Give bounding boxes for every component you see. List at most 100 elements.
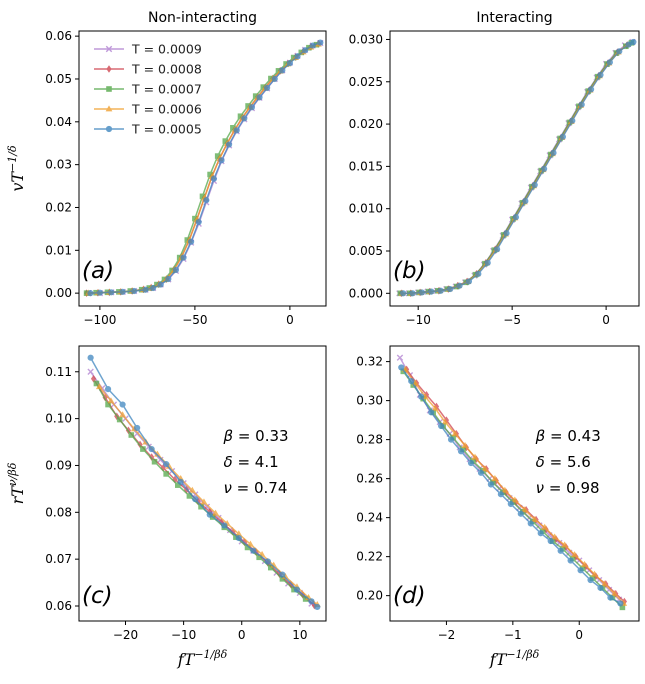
data-point: [311, 601, 317, 610]
data-point: [212, 509, 219, 516]
legend-marker: [105, 105, 113, 112]
x-tick-label: −100: [83, 313, 116, 327]
y-tick-label: 0.000: [349, 286, 383, 300]
data-point: [527, 520, 534, 527]
y-tick-label: 0.030: [349, 32, 383, 46]
data-point: [172, 266, 179, 274]
data-point: [581, 560, 588, 567]
legend-label: T = 0.0007: [131, 82, 202, 97]
data-point: [157, 456, 164, 464]
parameter-annotation: δ = 5.6: [536, 453, 591, 471]
data-point: [578, 101, 585, 108]
data-point: [140, 446, 146, 452]
legend-marker: [106, 65, 112, 73]
data-point: [559, 133, 566, 140]
data-point: [408, 378, 415, 385]
panel-c: −20 −10 0 10 0.06 0.07 0.08 0.09 0.10 0.11 (c) fT−1…: [6, 345, 327, 669]
data-point: [252, 93, 259, 99]
data-point: [577, 567, 584, 574]
data-point: [597, 584, 604, 591]
panel-label: (a): [82, 258, 114, 284]
y-tick-label: 0.32: [356, 355, 383, 369]
x-tick-label: 10: [292, 628, 307, 642]
data-point: [309, 42, 316, 49]
data-point: [214, 153, 221, 159]
data-point: [400, 290, 407, 297]
x-tick-label: −10: [406, 313, 431, 327]
data-point: [418, 289, 426, 296]
data-point: [457, 448, 465, 455]
data-point: [550, 149, 557, 156]
data-point: [597, 71, 604, 79]
data-point: [396, 354, 404, 361]
legend-entry: [94, 105, 124, 112]
data-point: [235, 534, 242, 542]
data-point: [477, 469, 485, 476]
data-point: [218, 518, 224, 526]
data-point: [186, 493, 193, 499]
data-point: [184, 237, 191, 243]
axes-frame: [78, 30, 327, 307]
data-point: [611, 590, 618, 597]
data-point: [423, 390, 430, 399]
data-point: [441, 418, 449, 425]
y-axis-label: rTν/βδ: [6, 462, 27, 504]
data-point: [264, 84, 271, 92]
data-point: [487, 481, 495, 488]
data-point: [207, 171, 213, 178]
x-tick-label: −20: [113, 628, 138, 642]
series-line: [88, 42, 321, 294]
data-point: [616, 48, 623, 55]
data-point: [587, 576, 594, 584]
data-point: [192, 496, 199, 503]
data-point: [163, 471, 169, 477]
data-point: [264, 558, 271, 565]
data-point: [244, 544, 251, 551]
axes-frame: [389, 30, 640, 307]
data-point: [151, 458, 158, 465]
legend-label: T = 0.0006: [131, 102, 202, 117]
legend-label: T = 0.0008: [131, 62, 202, 77]
x-axis-label: fT−1/βδ: [177, 648, 228, 669]
data-point: [279, 67, 286, 74]
y-tick-label: 0.10: [45, 412, 72, 426]
data-point: [177, 478, 184, 485]
data-point: [235, 530, 243, 537]
data-point: [93, 380, 100, 387]
data-point: [467, 459, 475, 467]
data-point: [137, 440, 143, 449]
panel-label: (d): [393, 583, 426, 609]
data-point: [102, 393, 108, 402]
y-tick-label: 0.01: [45, 243, 72, 257]
data-point: [484, 259, 491, 266]
legend-label: T = 0.0009: [131, 42, 202, 57]
data-point: [418, 393, 425, 400]
y-tick-label: 0.09: [45, 458, 72, 472]
plot-area: [83, 39, 324, 297]
data-point: [531, 181, 538, 189]
series-line: [88, 43, 319, 294]
panel-label: (c): [82, 583, 113, 609]
data-point: [497, 491, 504, 498]
data-point: [451, 430, 459, 437]
data-point: [507, 500, 514, 508]
y-tick-label: 0.06: [45, 599, 72, 613]
data-point: [172, 475, 178, 484]
x-tick-label: 0: [602, 313, 610, 327]
y-tick-label: 0.005: [349, 244, 383, 258]
data-point: [587, 86, 595, 93]
legend-marker: [105, 45, 113, 53]
parameter-annotation: ν = 0.74: [223, 479, 287, 497]
data-point: [551, 533, 559, 540]
data-point: [494, 246, 501, 253]
data-point: [175, 482, 181, 488]
data-point: [456, 282, 463, 289]
data-point: [541, 523, 549, 530]
data-point: [475, 270, 482, 277]
data-point: [131, 287, 138, 295]
data-point: [206, 511, 213, 518]
data-point: [237, 113, 244, 120]
data-point: [398, 364, 405, 371]
series-2: [84, 40, 321, 297]
